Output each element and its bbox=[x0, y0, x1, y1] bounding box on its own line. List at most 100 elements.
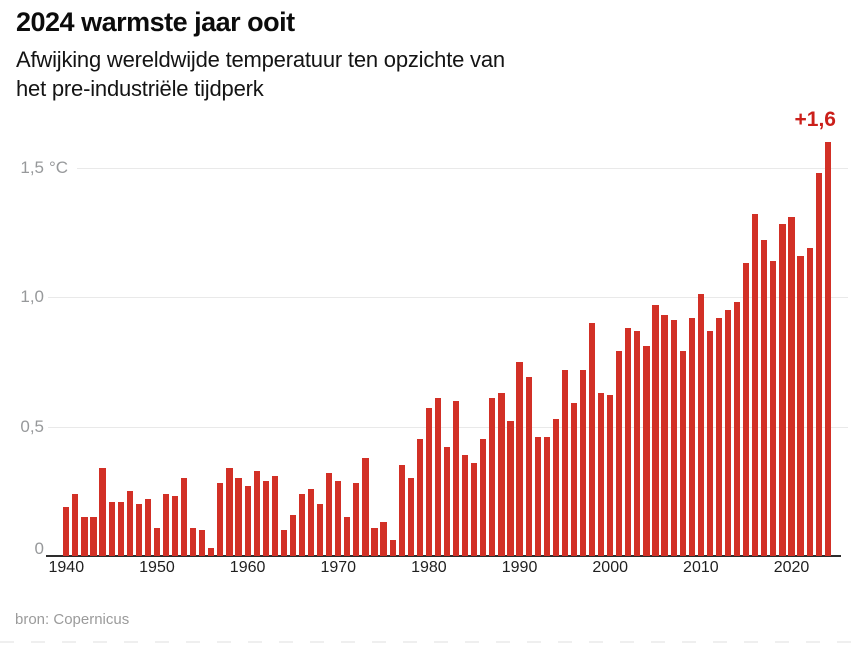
bar-1944 bbox=[99, 467, 106, 556]
bar-1970 bbox=[335, 480, 342, 556]
chart-subtitle-line-1: Afwijking wereldwijde temperatuur ten op… bbox=[16, 47, 505, 72]
bar-1940 bbox=[63, 506, 70, 556]
page-title: 2024 warmste jaar ooit bbox=[16, 7, 295, 37]
bar-1991 bbox=[525, 377, 532, 556]
bar-2021 bbox=[797, 255, 804, 556]
bar-1979 bbox=[416, 439, 423, 556]
bar-1978 bbox=[407, 478, 414, 556]
y-axis-label-0-5: 0,5 bbox=[20, 416, 44, 436]
bar-1976 bbox=[389, 540, 396, 556]
bar-1972 bbox=[353, 483, 360, 556]
bar-1992 bbox=[534, 436, 541, 556]
bar-1994 bbox=[552, 418, 559, 556]
bar-2007 bbox=[670, 320, 677, 556]
bar-1946 bbox=[117, 501, 124, 556]
bar-1943 bbox=[90, 517, 97, 556]
bar-2016 bbox=[752, 214, 759, 556]
bar-1957 bbox=[217, 483, 224, 556]
bar-1973 bbox=[362, 457, 369, 556]
bar-1995 bbox=[561, 369, 568, 556]
bar-1950 bbox=[153, 527, 161, 556]
bar-1963 bbox=[271, 475, 278, 556]
bar-1965 bbox=[289, 514, 296, 556]
bar-1993 bbox=[543, 436, 550, 556]
bar-1959 bbox=[235, 478, 242, 556]
bar-1952 bbox=[171, 496, 179, 556]
chart-subtitle: Afwijking wereldwijde temperatuur ten op… bbox=[16, 45, 505, 103]
chart-subtitle-line-2: het pre-industriële tijdperk bbox=[16, 76, 264, 101]
bar-2008 bbox=[679, 351, 686, 556]
bar-1953 bbox=[181, 478, 188, 556]
bar-1999 bbox=[598, 392, 605, 556]
bar-2009 bbox=[688, 317, 695, 556]
bar-1989 bbox=[507, 421, 514, 556]
bar-1988 bbox=[498, 392, 505, 556]
y-axis-label-1-5: 1,5 °C bbox=[20, 157, 69, 177]
bar-2024 bbox=[824, 141, 831, 556]
bar-1971 bbox=[344, 517, 351, 556]
x-axis-line bbox=[46, 555, 841, 557]
bar-2017 bbox=[761, 240, 768, 556]
bar-2006 bbox=[661, 315, 668, 556]
bar-2020 bbox=[788, 216, 795, 556]
bar-2018 bbox=[770, 260, 777, 556]
bar-2011 bbox=[706, 330, 713, 556]
gridline-1-0 bbox=[48, 297, 848, 298]
x-axis-label-2010: 2010 bbox=[683, 559, 719, 576]
bar-1951 bbox=[162, 493, 170, 556]
x-axis-label-1980: 1980 bbox=[411, 559, 447, 576]
bar-2022 bbox=[806, 247, 813, 556]
x-axis-label-1960: 1960 bbox=[229, 559, 266, 576]
bar-1967 bbox=[307, 488, 315, 556]
bar-1980 bbox=[425, 408, 432, 556]
x-axis-label-2000: 2000 bbox=[592, 559, 628, 576]
bar-1982 bbox=[443, 447, 451, 556]
bar-1966 bbox=[298, 493, 306, 556]
y-axis-label-0: 0 bbox=[34, 539, 44, 558]
bar-1962 bbox=[262, 480, 269, 556]
bar-2000 bbox=[607, 395, 614, 556]
bar-1964 bbox=[280, 530, 287, 556]
x-axis-label-1950: 1950 bbox=[139, 559, 175, 576]
x-axis-label-1940: 1940 bbox=[48, 559, 85, 576]
bar-1968 bbox=[317, 504, 324, 556]
bar-2012 bbox=[715, 317, 723, 556]
x-axis-label-1990: 1990 bbox=[501, 559, 538, 576]
bar-1974 bbox=[371, 527, 378, 556]
bar-1984 bbox=[462, 454, 469, 556]
x-axis-label-1970: 1970 bbox=[320, 559, 357, 576]
bar-2015 bbox=[743, 263, 750, 556]
gridline-0-5 bbox=[48, 426, 848, 428]
bar-1945 bbox=[108, 501, 115, 556]
bar-1998 bbox=[588, 322, 596, 556]
bar-2005 bbox=[652, 304, 659, 556]
bar-1983 bbox=[452, 400, 460, 556]
bar-2004 bbox=[643, 346, 650, 556]
bar-1969 bbox=[326, 473, 333, 556]
bar-2002 bbox=[625, 328, 632, 556]
bar-1955 bbox=[199, 530, 206, 556]
bar-1990 bbox=[516, 361, 523, 556]
bar-1987 bbox=[489, 398, 496, 556]
bar-1941 bbox=[72, 493, 79, 556]
bar-1985 bbox=[471, 462, 478, 556]
bar-1975 bbox=[380, 522, 387, 556]
bar-2001 bbox=[616, 351, 623, 556]
bar-2010 bbox=[697, 294, 704, 556]
bar-1961 bbox=[253, 470, 260, 556]
peak-value-annotation: +1,6 bbox=[794, 108, 836, 131]
gridline-1-5 bbox=[77, 167, 848, 169]
bar-1948 bbox=[135, 504, 142, 556]
bar-1954 bbox=[190, 527, 197, 556]
bar-1997 bbox=[579, 369, 587, 556]
bar-2003 bbox=[634, 330, 641, 556]
bar-1942 bbox=[81, 517, 88, 556]
bar-1947 bbox=[126, 491, 133, 556]
bottom-tick-strip bbox=[0, 641, 860, 643]
bar-2014 bbox=[734, 302, 741, 556]
bar-1956 bbox=[208, 548, 215, 556]
bar-1949 bbox=[144, 499, 151, 556]
bar-1986 bbox=[480, 439, 487, 556]
